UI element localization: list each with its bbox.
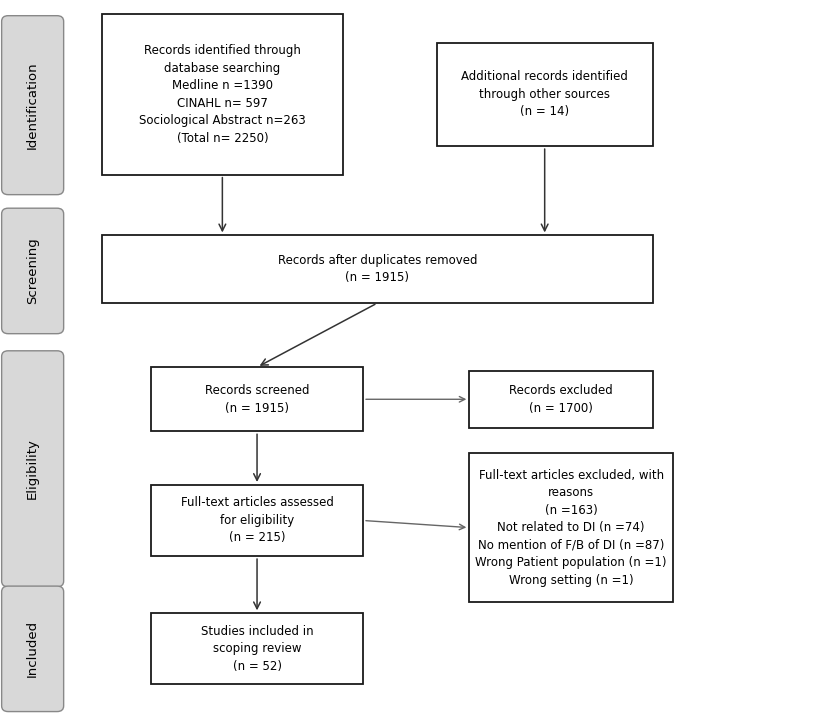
FancyBboxPatch shape <box>151 367 363 431</box>
FancyBboxPatch shape <box>2 16 64 195</box>
FancyBboxPatch shape <box>469 371 653 428</box>
Text: Screening: Screening <box>26 237 39 304</box>
Text: Records screened
(n = 1915): Records screened (n = 1915) <box>205 384 309 414</box>
FancyBboxPatch shape <box>102 235 653 303</box>
Text: Included: Included <box>26 620 39 677</box>
Text: Additional records identified
through other sources
(n = 14): Additional records identified through ot… <box>461 71 628 118</box>
Text: Records after duplicates removed
(n = 1915): Records after duplicates removed (n = 19… <box>277 254 477 284</box>
FancyBboxPatch shape <box>437 43 653 146</box>
Text: Records excluded
(n = 1700): Records excluded (n = 1700) <box>509 384 613 414</box>
Text: Records identified through
database searching
Medline n =1390
CINAHL n= 597
Soci: Records identified through database sear… <box>139 44 306 145</box>
Text: Identification: Identification <box>26 61 39 148</box>
Text: Studies included in
scoping review
(n = 52): Studies included in scoping review (n = … <box>201 625 313 673</box>
Text: Eligibility: Eligibility <box>26 438 39 499</box>
FancyBboxPatch shape <box>2 586 64 712</box>
Text: Full-text articles excluded, with
reasons
(n =163)
Not related to DI (n =74)
No : Full-text articles excluded, with reason… <box>476 468 667 587</box>
FancyBboxPatch shape <box>469 453 673 602</box>
FancyBboxPatch shape <box>2 208 64 334</box>
FancyBboxPatch shape <box>151 613 363 684</box>
FancyBboxPatch shape <box>151 485 363 556</box>
FancyBboxPatch shape <box>2 351 64 587</box>
FancyBboxPatch shape <box>102 14 343 175</box>
Text: Full-text articles assessed
for eligibility
(n = 215): Full-text articles assessed for eligibil… <box>180 496 334 545</box>
